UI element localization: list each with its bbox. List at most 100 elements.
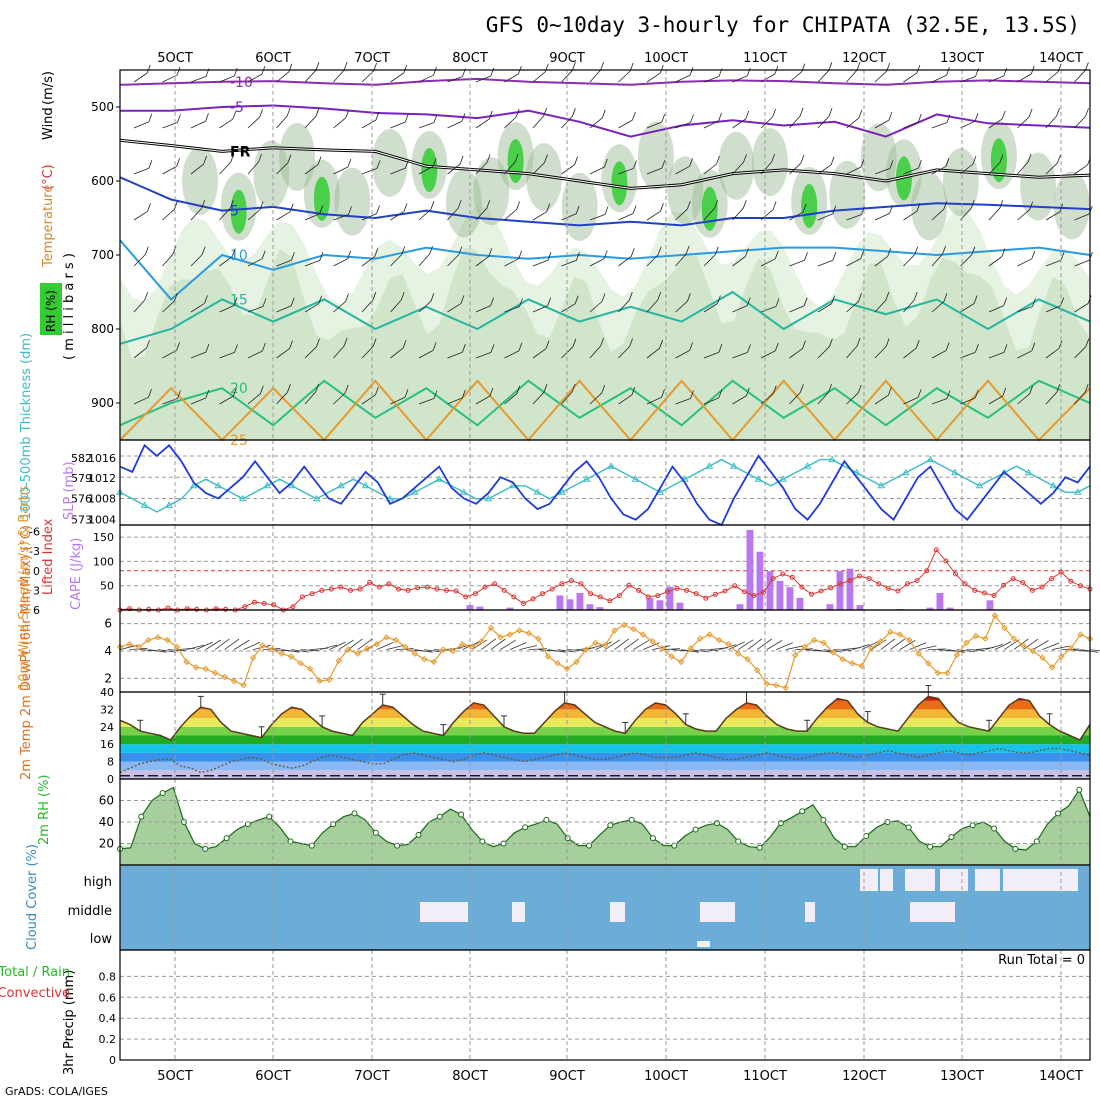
- wind-speed-point: [306, 665, 314, 673]
- cape-bar: [986, 600, 994, 610]
- li-point: [693, 591, 699, 597]
- wind-barb: [291, 649, 310, 653]
- wind-barb-flag: [915, 340, 920, 349]
- wind-barb-flag: [1028, 108, 1033, 118]
- wind-barb-flag: [1003, 67, 1008, 77]
- rh-blob: [860, 123, 897, 192]
- wind-barb: [447, 254, 460, 267]
- cape-bar: [466, 605, 474, 610]
- wind-barb: [789, 348, 803, 359]
- wind-barb-flag: [148, 113, 153, 123]
- wind-barb-flag: [289, 203, 294, 212]
- top-date-label: 5OCT: [157, 51, 193, 66]
- wind-barb-flag: [543, 384, 548, 393]
- wind-barb: [732, 75, 748, 83]
- wind-barb: [276, 71, 290, 83]
- rh-blob: [279, 123, 316, 191]
- wind-barb-flag: [515, 108, 520, 118]
- wind-barb-flag: [287, 154, 292, 163]
- thickness-marker: [1049, 481, 1058, 489]
- panel-frame: [119, 439, 1091, 526]
- wind10m-panel: 6 4 2: [104, 609, 1100, 693]
- wind-barb: [532, 115, 544, 129]
- wind-barb: [133, 72, 148, 83]
- wind-barb: [532, 162, 545, 175]
- wind-barb-flag: [144, 291, 149, 301]
- thickness-marker: [1073, 488, 1082, 495]
- wind-barb-flag: [686, 201, 691, 210]
- wind-speed-point: [459, 640, 466, 648]
- wind-barb-flag: [657, 246, 662, 255]
- isotherm-line: [119, 379, 1091, 442]
- wind-speed-point: [325, 676, 333, 683]
- wind-barb: [361, 168, 378, 175]
- cape-bar: [646, 597, 654, 610]
- rh-point: [394, 842, 401, 849]
- wind-barb-flag: [771, 153, 775, 163]
- wind-barb: [1074, 164, 1088, 175]
- wind-barb: [1042, 642, 1060, 650]
- y-tick-label: high: [84, 875, 112, 890]
- wind-barb-flag: [800, 384, 804, 393]
- thickness-marker: [631, 475, 640, 482]
- rh-blob-green: [611, 161, 628, 206]
- li-point: [626, 582, 632, 588]
- wind-barb: [247, 209, 261, 221]
- wind-speed-point: [1067, 645, 1075, 652]
- wind-barb: [276, 162, 289, 175]
- wind-barb: [547, 649, 566, 653]
- wind-speed-point: [202, 665, 209, 673]
- rh-point: [927, 843, 934, 850]
- temp-bands: [120, 696, 1090, 779]
- wind-barb-flag: [632, 111, 636, 121]
- cape-bar: [746, 529, 754, 610]
- wind-barb-flag: [547, 297, 552, 306]
- rh2m-panel: 60 40 20: [99, 778, 1091, 866]
- wind-barb: [247, 350, 263, 359]
- ylabel-precip: 3hr Precip (mm): [62, 970, 77, 1075]
- wind-speed-point: [468, 643, 476, 651]
- li-point: [780, 571, 786, 577]
- wind-barb: [333, 258, 348, 267]
- wind-barb: [390, 72, 404, 83]
- wind-barb: [333, 117, 347, 129]
- wind-barb-flag: [690, 390, 694, 399]
- wind-barb-flag: [888, 111, 893, 121]
- wind-speed-point: [782, 684, 789, 692]
- wind-barb-flag: [860, 158, 865, 168]
- wind-barb: [671, 649, 690, 652]
- wind-barb: [304, 164, 319, 175]
- thickness-marker: [214, 481, 223, 489]
- wind-barb: [1045, 348, 1060, 359]
- top-date-label: 9OCT: [549, 51, 585, 66]
- ylabel-temp: Temperature: [41, 185, 56, 268]
- wind-barb: [304, 213, 320, 221]
- li-point: [857, 573, 862, 579]
- li-point: [184, 606, 190, 612]
- wind-barb-flag: [516, 385, 521, 394]
- wind-speed-point: [249, 654, 257, 662]
- wind-speed-point: [763, 680, 770, 688]
- wind-barb-flag: [1003, 297, 1008, 306]
- wind-speed-point: [829, 649, 837, 656]
- wind-speed-point: [963, 639, 970, 647]
- wind-barb: [333, 345, 345, 359]
- wind-barb: [814, 649, 833, 653]
- wind-barb-flag: [974, 113, 979, 122]
- wind-barb: [960, 303, 975, 313]
- wind-barb-flag: [1027, 153, 1032, 163]
- cape-li-panel: -6 -3 0 3 6 150 100 50: [29, 524, 1093, 617]
- wind-speed-point: [411, 650, 419, 657]
- wind-barb: [233, 639, 250, 650]
- rh-point: [1055, 810, 1061, 817]
- wind-barb: [475, 75, 491, 83]
- wind-barb-flag: [717, 295, 721, 304]
- wind-barb: [646, 396, 662, 405]
- y-tick-label: 500: [91, 100, 114, 114]
- li-point: [482, 584, 488, 590]
- cape-bar: [786, 587, 794, 610]
- wind-barb-flag: [772, 385, 777, 394]
- wind-barb: [447, 303, 462, 313]
- wind-barb-flag: [1029, 385, 1034, 394]
- wind-barb-flag: [1029, 201, 1034, 210]
